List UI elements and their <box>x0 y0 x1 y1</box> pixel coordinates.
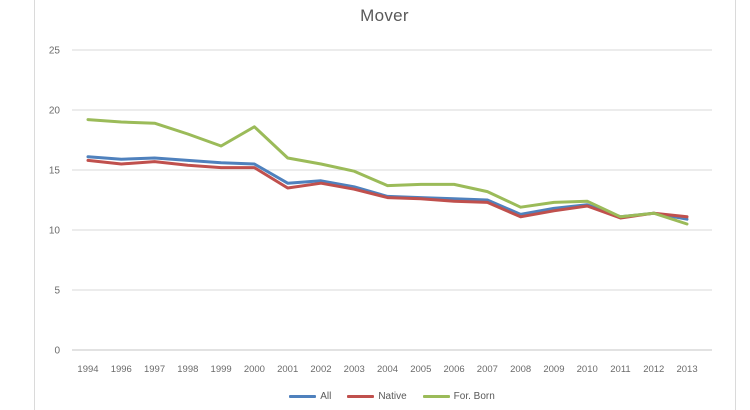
x-axis-tick-label: 1998 <box>177 364 198 375</box>
legend-item-for-born: For. Born <box>422 390 495 402</box>
x-axis-tick-label: 2012 <box>643 364 664 375</box>
y-axis-tick-label: 10 <box>49 226 61 237</box>
x-axis-tick-label: 2008 <box>510 364 531 375</box>
series-line-for-born <box>86 118 689 226</box>
x-axis-tick-label: 2007 <box>477 364 498 375</box>
series-line-native <box>86 158 689 220</box>
x-axis-tick-label: 1994 <box>77 364 98 375</box>
y-axis-tick-label: 15 <box>49 166 61 177</box>
legend-label: Native <box>378 390 407 402</box>
legend-item-all: All <box>289 391 331 402</box>
x-axis-tick-label: 1997 <box>144 364 165 375</box>
x-axis-tick-label: 2000 <box>244 364 265 375</box>
legend-marker-icon <box>422 394 450 398</box>
x-axis-tick-label: 1996 <box>111 364 132 375</box>
y-axis-tick-label: 0 <box>54 346 60 357</box>
x-axis-tick-label: 2001 <box>277 364 298 375</box>
y-axis-tick-label: 25 <box>49 46 61 57</box>
x-axis-tick-label: 2010 <box>577 364 598 375</box>
legend-marker-icon <box>347 394 375 398</box>
x-axis-tick-label: 1999 <box>211 364 232 375</box>
x-axis-tick-label: 2002 <box>310 364 331 375</box>
left-cell-border <box>34 0 35 410</box>
y-axis-tick-label: 5 <box>54 286 60 297</box>
y-axis-tick-label: 20 <box>49 106 61 117</box>
x-axis-tick-label: 2006 <box>444 364 465 375</box>
chart-legend: All Native For. Born <box>72 388 712 404</box>
chart-title: Mover <box>360 6 409 25</box>
legend-label: All <box>320 390 332 402</box>
legend-label: For. Born <box>453 390 495 402</box>
x-axis-tick-label: 2005 <box>410 364 431 375</box>
x-axis-tick-label: 2013 <box>676 364 697 375</box>
x-axis-tick-label: 2004 <box>377 364 398 375</box>
legend-item-native: Native <box>347 390 407 402</box>
right-cell-border <box>735 0 736 410</box>
x-axis-tick-label: 2003 <box>344 364 365 375</box>
x-axis-tick-label: 2009 <box>543 364 564 375</box>
legend-marker-icon <box>289 394 317 398</box>
x-axis-tick-label: 2011 <box>610 364 630 375</box>
